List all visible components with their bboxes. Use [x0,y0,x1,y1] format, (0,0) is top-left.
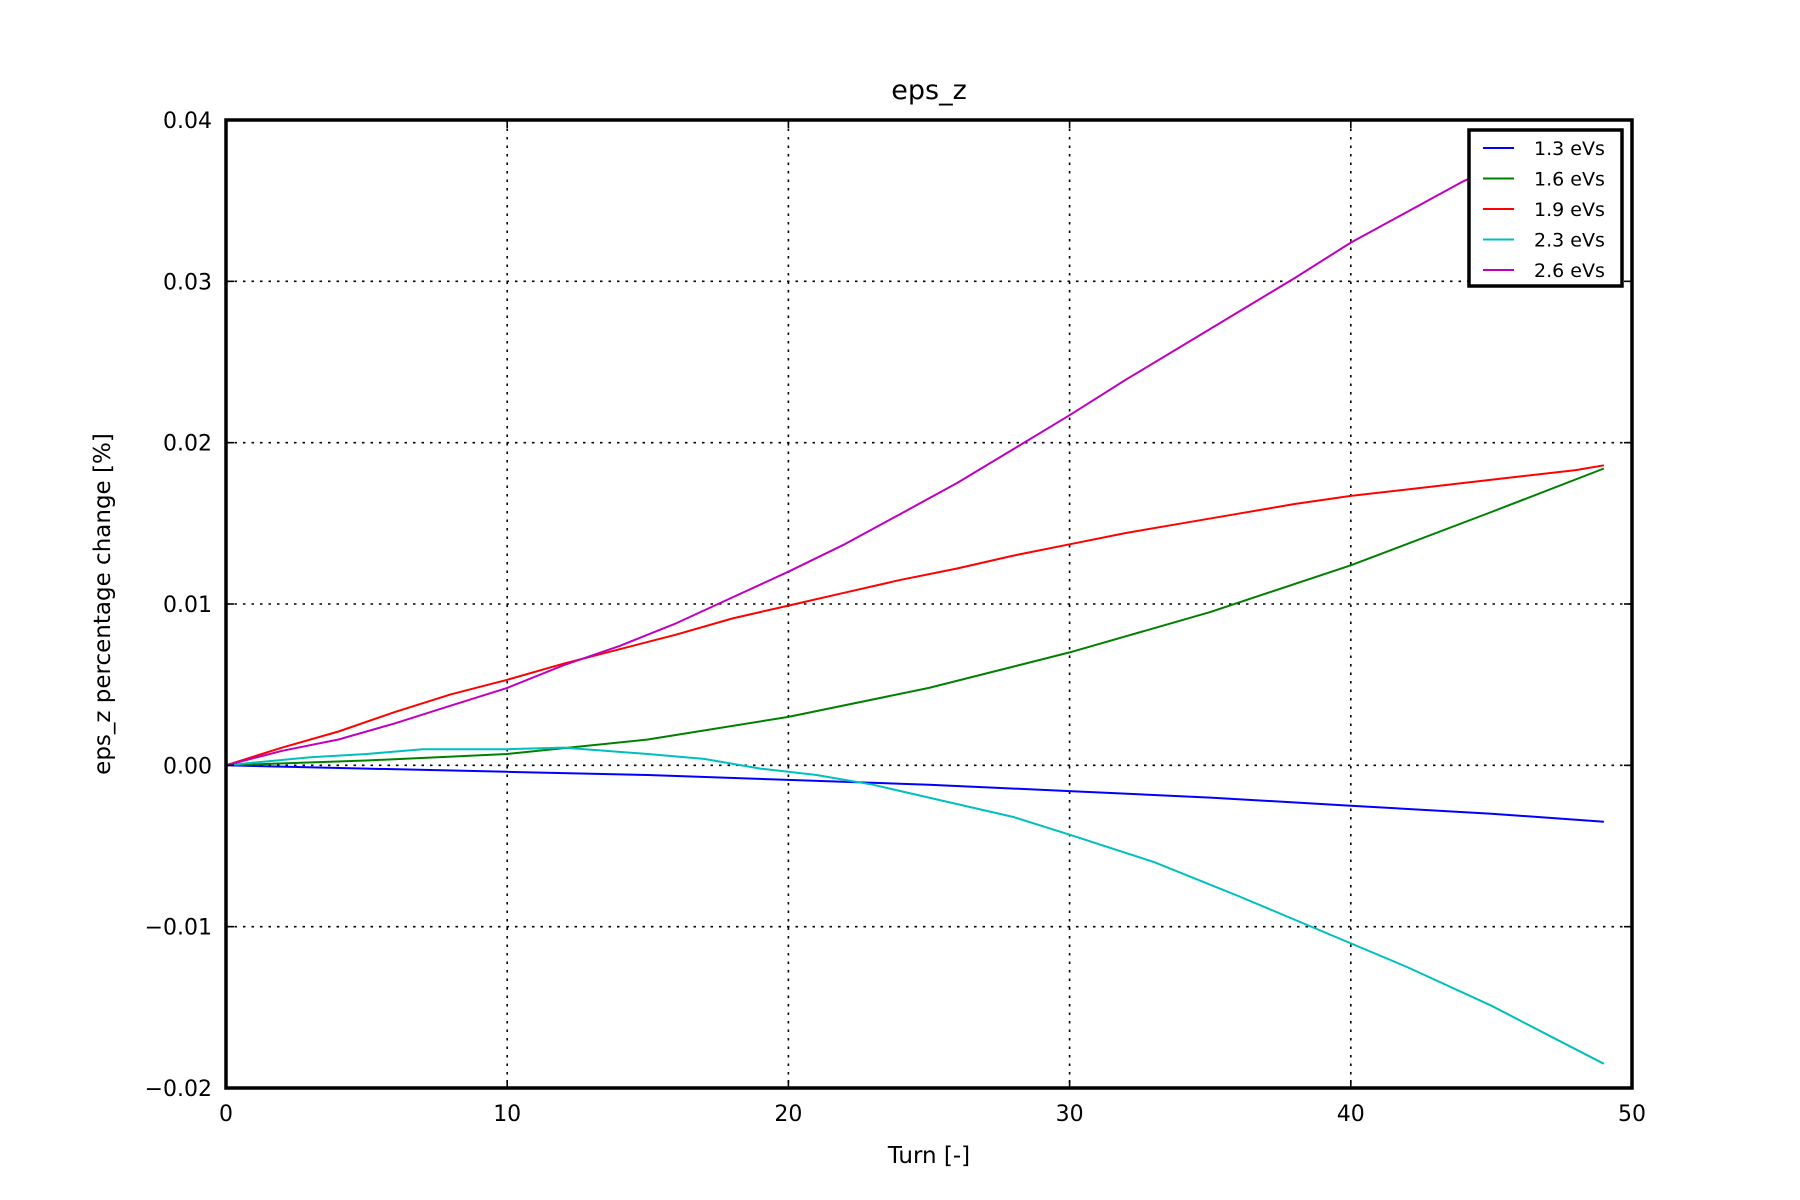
y-tick-label: −0.02 [145,1077,212,1102]
x-tick-label: 0 [219,1102,233,1127]
y-tick-label: −0.01 [145,916,212,941]
x-tick-labels: 0 10 20 30 40 50 [219,1102,1646,1127]
series-line-1-6-evs [226,467,1605,767]
legend: 1.3 eVs 1.6 eVs 1.9 eVs 2.3 eVs 2.6 eVs [1467,128,1624,288]
y-tick-label: 0.04 [163,109,212,134]
series-line-2-6-evs [226,167,1492,767]
x-axis-label: Turn [-] [887,1143,970,1169]
plot-frame [224,118,1634,1090]
series-line-2-3-evs [226,746,1605,1065]
x-tick-label: 10 [493,1102,521,1127]
y-tick-label: 0.01 [163,593,212,618]
x-tick-label: 40 [1337,1102,1365,1127]
x-tick-label: 50 [1618,1102,1646,1127]
x-tick-label: 20 [774,1102,802,1127]
grid-lines [226,120,1632,1088]
legend-entry-label: 2.6 eVs [1534,260,1605,282]
series-lines [226,167,1605,1065]
series-line-1-3-evs [226,764,1604,823]
legend-entry-label: 1.6 eVs [1534,169,1605,191]
legend-entry-label: 1.9 eVs [1534,199,1605,221]
y-tick-labels: −0.02 −0.01 0.00 0.01 0.02 0.03 0.04 [145,109,212,1102]
chart-title: eps_z [891,75,967,106]
y-tick-label: 0.02 [163,432,212,457]
tick-marks [225,119,1633,1089]
y-tick-label: 0.03 [163,270,212,295]
legend-entry-label: 2.3 eVs [1534,230,1605,252]
series-line-1-9-evs [226,464,1605,767]
x-tick-label: 30 [1056,1102,1084,1127]
y-tick-label: 0.00 [163,754,212,779]
y-axis-label: eps_z percentage change [%] [90,433,116,775]
legend-entry-label: 1.3 eVs [1534,138,1605,160]
